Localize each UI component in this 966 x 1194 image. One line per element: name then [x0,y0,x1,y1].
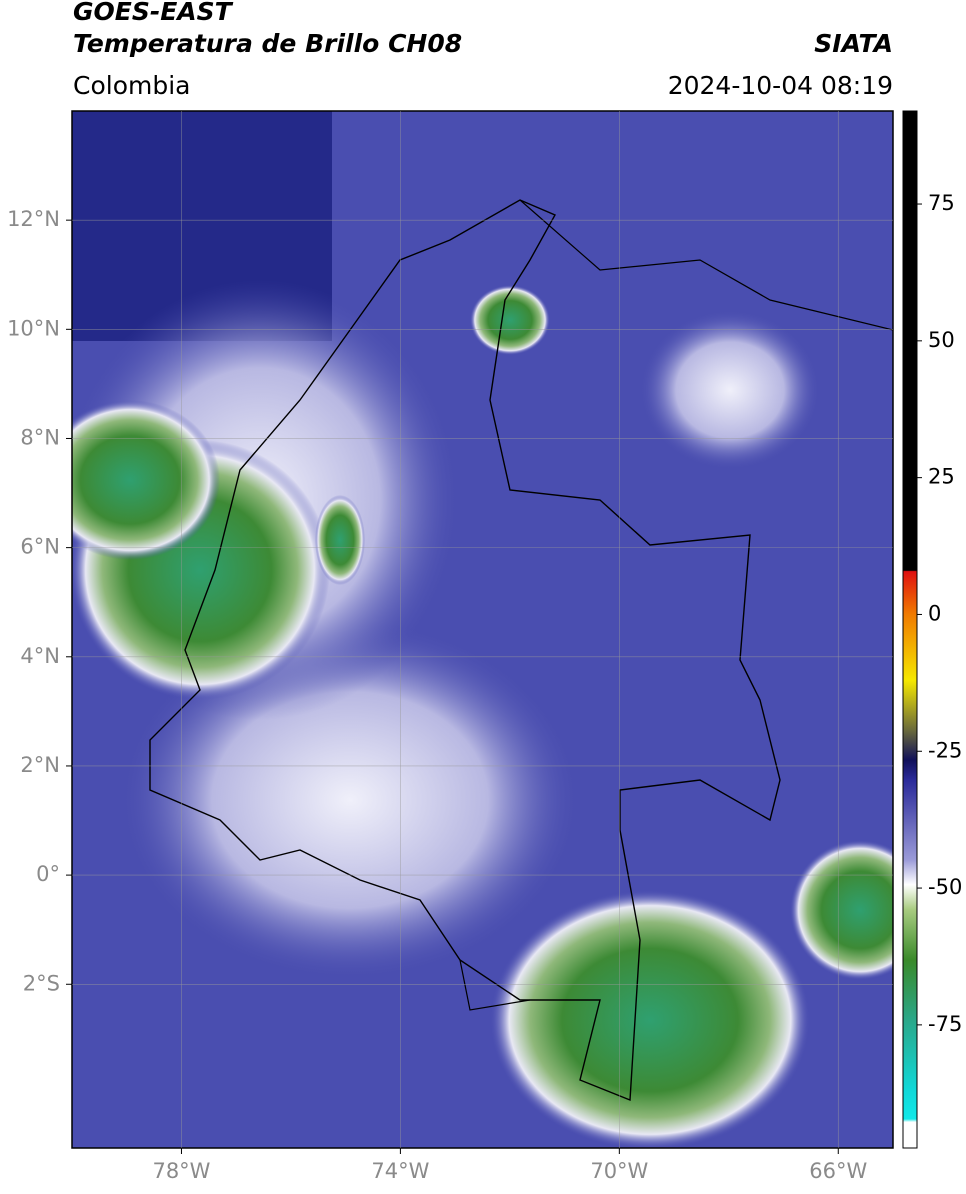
x-tick-label: 66°W [809,1159,867,1183]
colorbar-tick-label: 50 [928,328,955,352]
colorbar-tick-label: 75 [928,191,955,215]
y-tick-label: 10°N [7,316,60,340]
x-tick-label: 74°W [371,1159,429,1183]
colorbar-tick-label: 0 [928,601,941,625]
colorbar-tick-label: -75 [928,1012,962,1036]
y-tick-label: 0° [36,862,60,886]
satellite-image [72,111,893,1148]
y-tick-label: 12°N [7,207,60,231]
colorbar-tick-label: 25 [928,465,955,489]
x-tick-label: 70°W [590,1159,648,1183]
colorbar [902,110,918,1149]
map-frame [71,110,894,1149]
source: SIATA [814,29,893,58]
region: Colombia [73,71,190,100]
y-tick-label: 6°N [20,535,60,559]
product: Temperatura de Brillo CH08 [73,29,462,58]
y-tick-label: 8°N [20,425,60,449]
y-tick-label: 2°N [20,753,60,777]
colorbar-tick-label: -50 [928,875,962,899]
x-tick-label: 78°W [152,1159,210,1183]
timestamp: 2024-10-04 08:19 [668,71,893,100]
y-tick-label: 4°N [20,644,60,668]
colorbar-tick-label: -25 [928,738,962,762]
satellite: GOES-EAST [73,0,234,26]
y-tick-label: 2°S [23,971,60,995]
